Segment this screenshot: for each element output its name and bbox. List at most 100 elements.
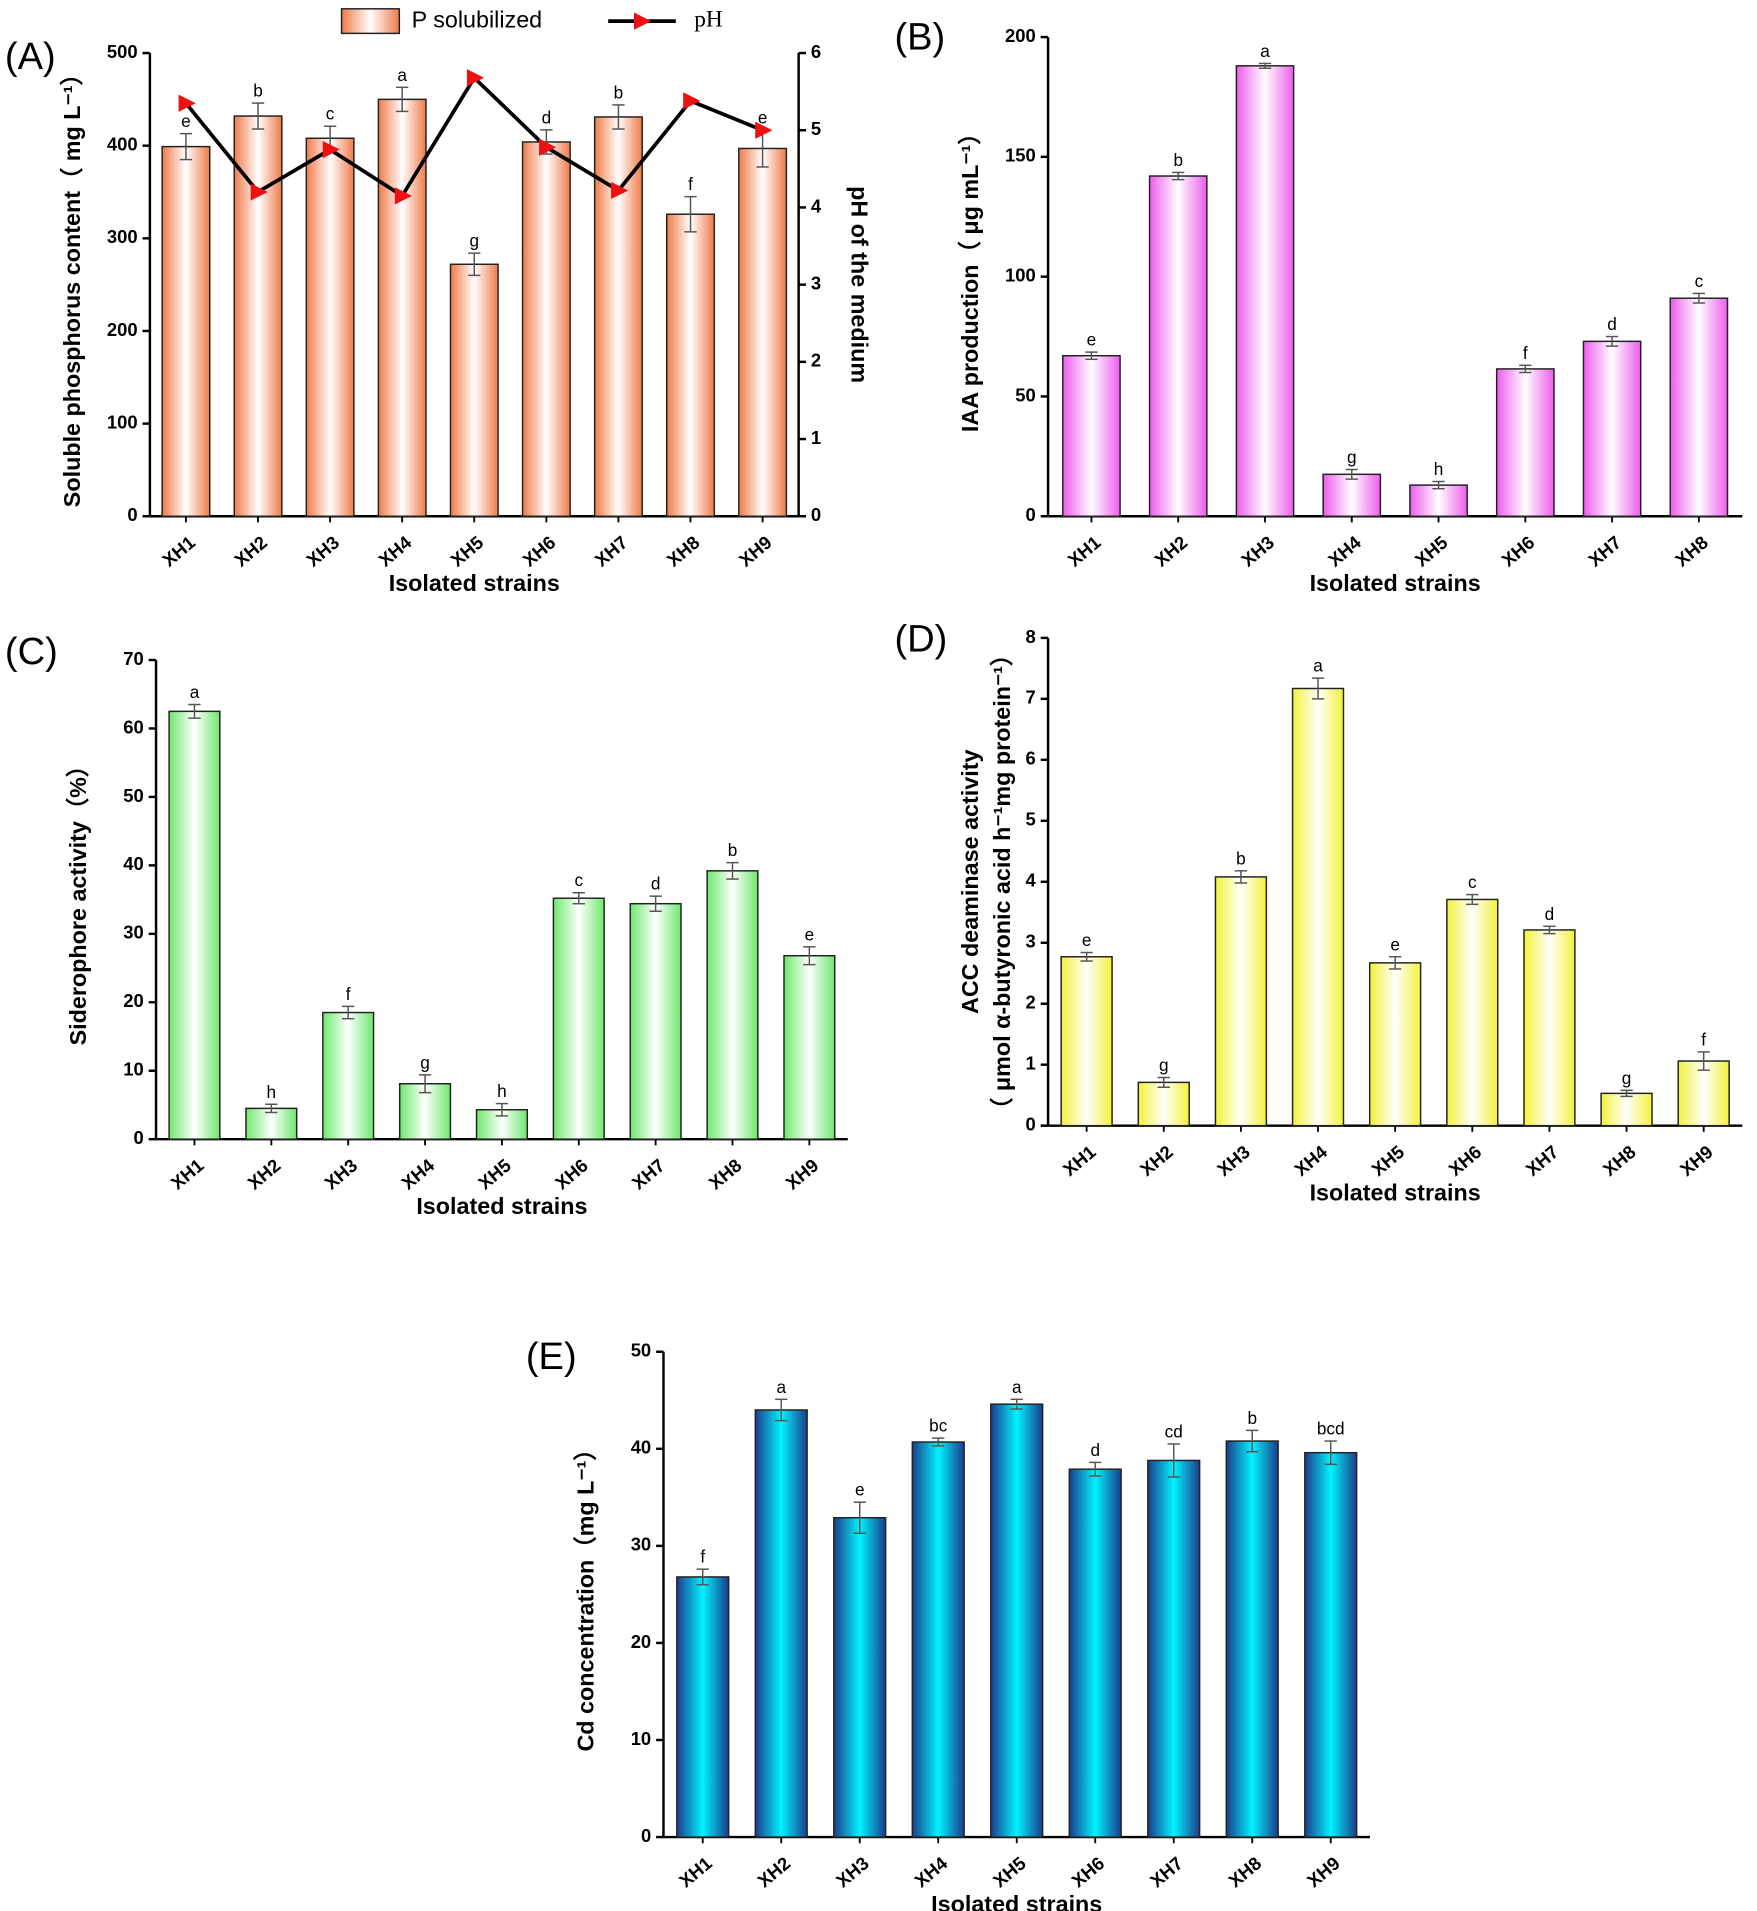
- error-bar: [1466, 893, 1479, 906]
- bar: [1148, 175, 1208, 517]
- error-bar: [684, 195, 697, 233]
- y-tick-label: 3: [1026, 931, 1036, 952]
- error-bar: [1519, 364, 1532, 374]
- y2-tick-label: 5: [811, 118, 821, 139]
- error-bar: [803, 946, 816, 966]
- bar: [676, 1576, 730, 1838]
- y-axis-label: Siderophore activity（%）: [65, 754, 91, 1046]
- error-bar: [1246, 1429, 1259, 1453]
- y2-tick-label: 1: [811, 427, 821, 448]
- significance-letter: h: [267, 1082, 277, 1102]
- y-tick-label: 0: [641, 1825, 651, 1846]
- legend-label: P solubilized: [412, 6, 543, 32]
- panel-label: (A): [5, 36, 56, 78]
- y-tick-label: 8: [1026, 626, 1036, 647]
- bar: [449, 263, 499, 517]
- significance-letter: e: [1082, 930, 1092, 950]
- x-tick-label: XH8: [1671, 532, 1712, 571]
- significance-letter: d: [1607, 314, 1617, 334]
- significance-letter: a: [397, 65, 407, 85]
- y-tick-label: 30: [123, 922, 144, 943]
- error-bar: [418, 1074, 432, 1094]
- y-tick-label: 5: [1026, 809, 1036, 830]
- legend-swatch: [340, 8, 401, 35]
- x-tick-label: XH1: [158, 532, 199, 571]
- y-tick-label: 7: [1026, 687, 1036, 708]
- significance-letter: a: [1012, 1377, 1022, 1397]
- bar: [706, 870, 759, 1140]
- significance-letter: f: [346, 984, 351, 1004]
- significance-letter: e: [1087, 330, 1097, 350]
- error-bar: [775, 1398, 788, 1422]
- panel-label: (C): [5, 631, 58, 673]
- x-tick-label: XH4: [910, 1852, 952, 1892]
- bar: [1147, 1459, 1201, 1838]
- significance-letter: b: [253, 81, 263, 101]
- error-bar: [1697, 1051, 1710, 1071]
- x-tick-label: XH6: [1067, 1852, 1108, 1891]
- bar: [629, 902, 682, 1140]
- y-axis-label: IAA production（ μg mL⁻¹）: [957, 121, 983, 432]
- bar: [754, 1409, 808, 1838]
- y-axis-label: ACC deaminase activity: [957, 750, 983, 1015]
- error-bar: [1605, 335, 1619, 347]
- y-tick-label: 30: [631, 1534, 652, 1555]
- ph-marker: [683, 92, 701, 110]
- y-tick-label: 500: [107, 41, 138, 62]
- x-tick-label: XH4: [1324, 531, 1366, 571]
- bar: [1495, 368, 1555, 517]
- error-bar: [1234, 870, 1248, 884]
- y-tick-label: 100: [107, 411, 138, 432]
- panel-label: (D): [894, 619, 947, 661]
- significance-letter: e: [805, 924, 815, 944]
- error-bar: [1345, 468, 1358, 480]
- bar: [1060, 956, 1113, 1127]
- bar: [665, 213, 716, 517]
- error-bar: [1692, 292, 1706, 304]
- error-bar: [932, 1437, 945, 1447]
- significance-letter: b: [728, 840, 738, 860]
- significance-letter: d: [651, 874, 661, 894]
- error-bar: [1324, 1440, 1337, 1466]
- bar: [990, 1403, 1044, 1838]
- x-tick-label: XH2: [230, 532, 271, 571]
- bar: [1523, 929, 1576, 1127]
- x-tick-label: XH6: [518, 532, 559, 571]
- y-tick-label: 0: [1026, 504, 1036, 525]
- x-tick-label: XH7: [1146, 1852, 1187, 1891]
- significance-letter: h: [497, 1081, 507, 1101]
- ph-marker: [538, 138, 557, 156]
- significance-letter: bc: [929, 1416, 948, 1436]
- y-tick-label: 20: [123, 990, 144, 1011]
- bar: [1291, 687, 1345, 1127]
- x-tick-label: XH9: [1303, 1852, 1344, 1891]
- ph-marker: [466, 69, 485, 87]
- x-axis-label: Isolated strains: [1310, 1180, 1481, 1206]
- x-axis-label: Isolated strains: [389, 570, 560, 596]
- bar: [168, 710, 221, 1140]
- significance-letter: a: [1313, 656, 1323, 676]
- significance-letter: g: [1347, 447, 1357, 467]
- x-tick-label: XH1: [1059, 1141, 1100, 1180]
- x-tick-label: XH4: [397, 1154, 439, 1194]
- y-axis-label: （ μmol α-butyronic acid h⁻¹mg protein⁻¹）: [989, 643, 1015, 1121]
- error-bar: [179, 132, 193, 161]
- bar: [1446, 898, 1499, 1127]
- error-bar: [696, 1568, 709, 1586]
- x-tick-label: XH5: [989, 1852, 1030, 1891]
- y-tick-label: 60: [123, 716, 144, 737]
- error-bar: [188, 703, 201, 719]
- bar: [783, 954, 836, 1140]
- y-tick-label: 10: [631, 1728, 652, 1749]
- error-bar: [1389, 956, 1402, 970]
- bar: [1137, 1081, 1190, 1127]
- y-tick-label: 100: [1005, 265, 1036, 286]
- panel-label: (B): [894, 17, 945, 59]
- bar: [1600, 1092, 1653, 1127]
- bar: [911, 1441, 965, 1838]
- ph-marker: [755, 121, 773, 139]
- x-tick-label: XH1: [1064, 532, 1105, 571]
- x-tick-label: XH6: [1444, 1141, 1485, 1180]
- significance-letter: g: [420, 1052, 430, 1072]
- x-tick-label: XH5: [446, 532, 487, 571]
